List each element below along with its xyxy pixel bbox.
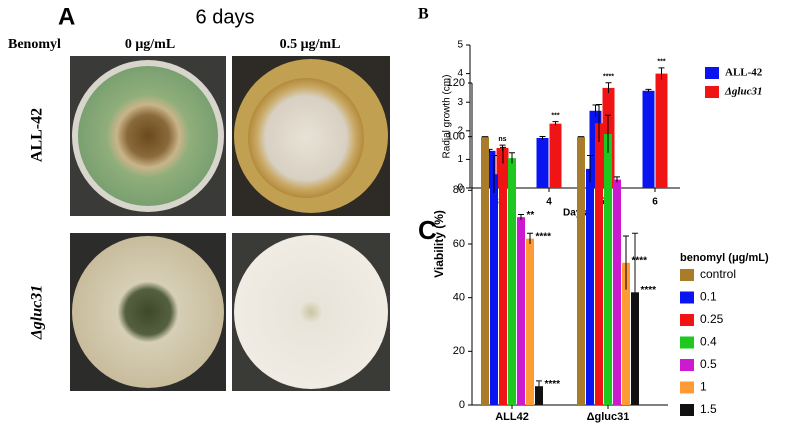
legend-label: control (700, 267, 736, 281)
significance-label: **** (603, 74, 614, 81)
legend-swatch (705, 67, 719, 79)
y-tick-label: 3 (457, 97, 463, 108)
legend-swatch (680, 291, 694, 304)
legend-label: 0.4 (700, 335, 717, 349)
error-bar (614, 176, 620, 183)
x-tick-label: ALL42 (495, 411, 529, 423)
legend-swatch (680, 381, 694, 394)
bar (586, 168, 594, 405)
significance-label: **** (641, 285, 657, 296)
bar (655, 73, 668, 188)
y-tick-label: 20 (453, 345, 465, 357)
y-tick-label: 60 (453, 238, 465, 250)
panel-label: C (418, 215, 437, 245)
error-bar (527, 232, 533, 244)
significance-label: **** (536, 231, 552, 242)
x-tick-label: 4 (546, 197, 552, 208)
x-tick-label: 6 (652, 197, 658, 208)
error-bar (596, 103, 602, 143)
y-axis-title: Radial growth (cm) (442, 75, 453, 159)
error-bar (539, 136, 546, 140)
y-tick-label: 0 (457, 183, 463, 194)
error-bar (518, 213, 524, 220)
plate-culture (248, 78, 364, 198)
bar (577, 136, 585, 405)
legend-label: 1.5 (700, 402, 717, 416)
legend-label: ALL-42 (725, 67, 763, 79)
error-bar (587, 154, 593, 183)
bar (642, 90, 655, 188)
error-bar (500, 146, 506, 164)
x-tick-label: Δgluc31 (587, 411, 630, 423)
plate-culture (72, 236, 224, 388)
error-bar (605, 82, 612, 94)
error-bar (658, 67, 665, 80)
bar (517, 217, 525, 405)
error-bar (509, 152, 515, 164)
y-tick-label: 120 (447, 77, 465, 89)
y-tick-label: 40 (453, 292, 465, 304)
legend-swatch (680, 359, 694, 371)
error-bar (592, 104, 599, 117)
legend-label: 0.1 (700, 290, 717, 304)
legend-swatch (680, 269, 694, 281)
bar (499, 155, 507, 405)
bar (595, 123, 603, 405)
bar (613, 179, 621, 405)
panel-a: A 6 days Benomyl 0 μg/mL 0.5 μg/mL ALL-4… (8, 3, 390, 391)
legend-swatch (680, 314, 694, 326)
bar (549, 123, 562, 188)
error-bar (632, 232, 638, 352)
panel-label: A (58, 3, 75, 30)
error-bar (536, 380, 542, 392)
bar (481, 136, 489, 405)
y-axis-title: Viability (%) (432, 210, 446, 278)
row-header: Benomyl (8, 37, 61, 52)
y-tick-label: 4 (457, 68, 463, 79)
legend-title: benomyl (μg/mL) (680, 252, 769, 264)
legend-swatch (705, 86, 719, 98)
bar (535, 386, 543, 405)
significance-label: *** (657, 59, 665, 66)
y-tick-label: 100 (447, 131, 465, 143)
bar (526, 238, 534, 405)
y-tick-label: 0 (459, 399, 465, 411)
bar (604, 133, 612, 405)
legend-label: 0.25 (700, 312, 724, 326)
y-tick-label: 5 (457, 40, 463, 51)
significance-label: **** (545, 379, 561, 390)
legend-label: 0.5 (700, 357, 717, 371)
column-label: 0 μg/mL (125, 37, 175, 52)
panel-title: 6 days (196, 6, 255, 28)
x-axis-title: Days (563, 208, 587, 219)
legend-swatch (680, 336, 694, 349)
legend-label: Δgluc31 (724, 86, 762, 98)
row-label: ALL-42 (29, 108, 46, 162)
bar (490, 174, 498, 405)
significance-label: ns (498, 136, 506, 143)
y-tick-label: 80 (453, 184, 465, 196)
bar (536, 137, 549, 188)
legend-swatch (680, 404, 694, 416)
error-bar (645, 88, 652, 93)
plate-culture (234, 235, 388, 389)
y-tick-label: 1 (457, 154, 463, 165)
row-label: Δgluc31 (29, 285, 46, 340)
significance-label: *** (551, 112, 559, 119)
bar (622, 262, 630, 405)
y-tick-label: 2 (457, 125, 463, 136)
plate-culture (78, 66, 218, 206)
bar (508, 158, 516, 405)
panel-label: B (418, 6, 429, 23)
error-bar (491, 154, 497, 194)
significance-label: **** (632, 255, 648, 266)
error-bar (552, 121, 559, 126)
legend-label: 1 (700, 380, 707, 394)
error-bar (605, 114, 611, 153)
error-bar (623, 235, 629, 290)
column-label: 0.5 μg/mL (280, 37, 341, 52)
significance-label: ** (527, 210, 535, 221)
